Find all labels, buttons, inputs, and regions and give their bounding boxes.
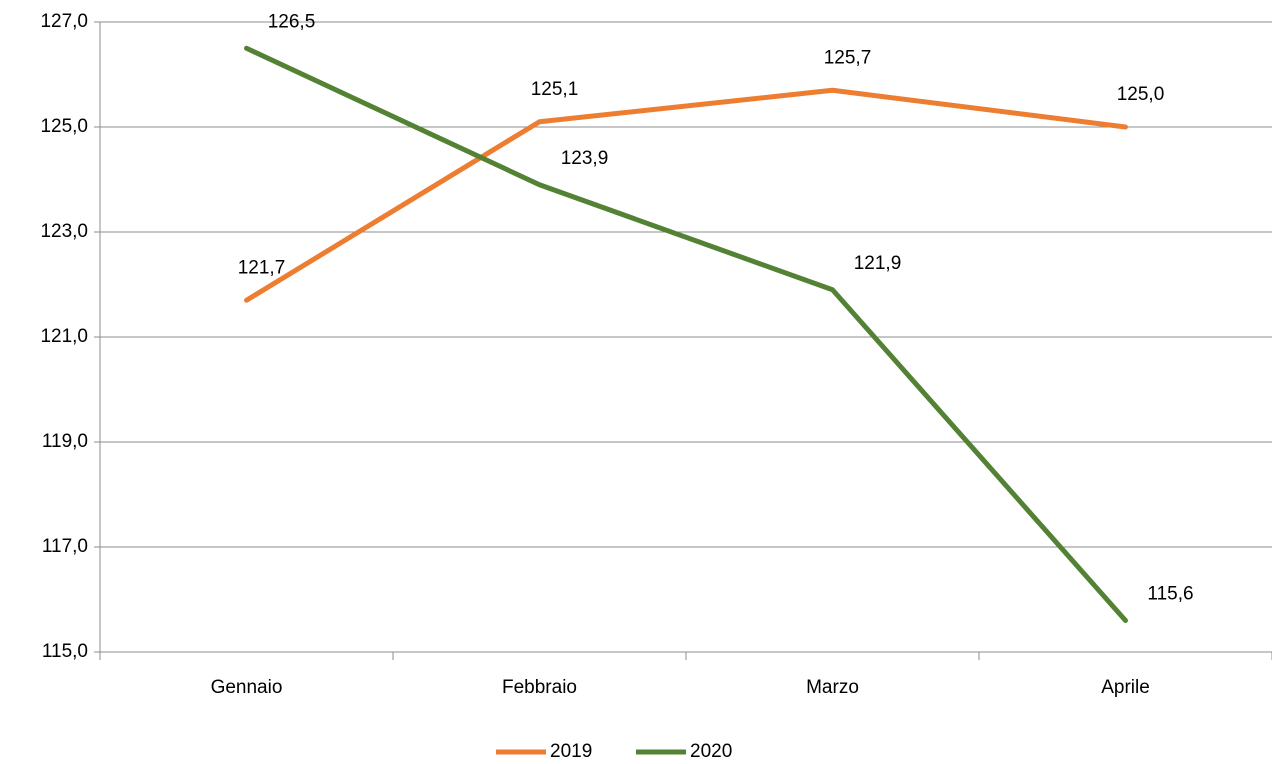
y-tick-label: 123,0 (40, 221, 88, 242)
data-label: 115,6 (1147, 584, 1193, 605)
line-series (244, 87, 1128, 303)
legend-label: 2019 (550, 741, 592, 762)
data-label: 126,5 (268, 11, 316, 32)
y-tick-label: 119,0 (42, 431, 88, 452)
legend-label: 2020 (690, 741, 732, 762)
data-label: 125,1 (531, 79, 579, 100)
x-tick-label: Gennaio (211, 677, 283, 698)
y-tick-label: 127,0 (40, 11, 88, 32)
line-series (244, 45, 1128, 623)
data-label: 121,7 (238, 257, 286, 278)
y-tick-label: 121,0 (40, 326, 88, 347)
data-label: 121,9 (854, 253, 902, 274)
y-tick-label: 117,0 (42, 536, 88, 557)
x-tick-label: Marzo (806, 677, 859, 698)
y-tick-label: 115,0 (42, 641, 88, 662)
data-label: 125,7 (824, 47, 872, 68)
y-tick-label: 125,0 (40, 116, 88, 137)
data-label: 125,0 (1117, 84, 1165, 105)
x-tick-label: Aprile (1101, 677, 1150, 698)
x-tick-label: Febbraio (502, 677, 577, 698)
data-label: 123,9 (561, 148, 609, 169)
